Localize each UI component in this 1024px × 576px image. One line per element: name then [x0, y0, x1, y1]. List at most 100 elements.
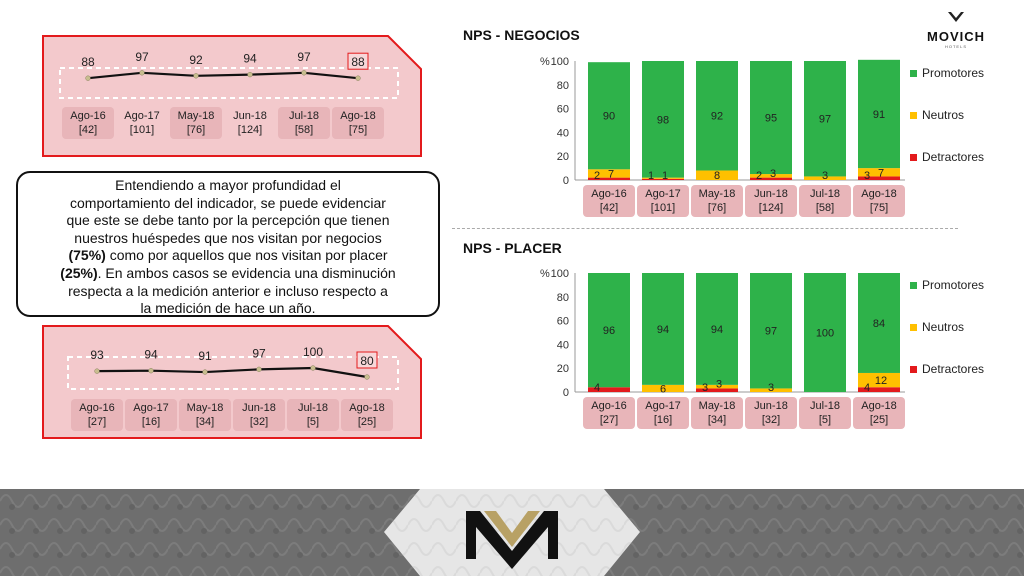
legend-label-promotores: Promotores — [922, 66, 984, 80]
legend-swatch-promotores — [910, 70, 917, 77]
y-tick-label: 80 — [557, 80, 569, 92]
sample-size-label: [42] — [600, 202, 618, 214]
bar-segment-promotores — [588, 273, 630, 388]
trend-value-label: 97 — [252, 346, 266, 360]
bar-segment-promotores — [804, 61, 846, 177]
bar-segment-detractores — [750, 177, 792, 180]
bar-segment-promotores — [804, 273, 846, 392]
bar-value-neutros: 3 — [770, 168, 776, 180]
bar-segment-neutros — [804, 176, 846, 180]
summary-negocios-share: (75%) — [68, 247, 106, 264]
bar-segment-promotores — [642, 273, 684, 385]
bar-segment-promotores — [588, 62, 630, 170]
bar-value-detractores: 2 — [756, 170, 762, 182]
bar-segment-neutros — [858, 372, 900, 388]
bar-value-neutros: 12 — [875, 375, 887, 387]
trend-value-label: 91 — [198, 349, 212, 363]
summary-line-1: Entendiendo a mayor profundidad el — [115, 177, 341, 193]
category-label: Jul-18 — [810, 400, 840, 412]
bar-segment-detractores — [588, 177, 630, 180]
sample-size-label: [124] — [759, 202, 783, 214]
category-label-bg — [170, 107, 222, 139]
summary-line-4: nuestros huéspedes que nos visitan por n… — [74, 229, 382, 246]
category-label-bg — [745, 185, 797, 217]
bar-value-detractores: 1 — [648, 170, 654, 182]
category-label-bg — [799, 185, 851, 217]
trend-value-label: 97 — [297, 50, 311, 64]
bar-value-neutros: 1 — [662, 170, 668, 182]
category-label-bg — [71, 399, 123, 431]
category-label-bg — [637, 397, 689, 429]
category-label: May-18 — [699, 400, 736, 412]
trend-point — [148, 368, 154, 374]
trend-value-label: 97 — [135, 50, 149, 64]
bar-segment-neutros — [588, 169, 630, 178]
y-axis-unit: % — [540, 56, 550, 68]
category-label: Ago-17 — [124, 110, 159, 122]
bar-segment-promotores — [642, 61, 684, 178]
sample-size-label: [58] — [816, 202, 834, 214]
bar-segment-neutros — [642, 177, 684, 179]
trend-value-label: 88 — [351, 55, 365, 69]
bar-value-promotores: 84 — [873, 318, 885, 330]
bar-value-neutros: 7 — [878, 167, 884, 179]
category-label: Ago-16 — [591, 400, 626, 412]
summary-line-7: respecta a la medición anterior e inclus… — [68, 282, 388, 299]
brand-tagline: HOTELS — [944, 44, 967, 49]
bar-segment-promotores — [696, 273, 738, 385]
bar-value-neutros: 3 — [822, 170, 828, 182]
sample-size-label: [75] — [870, 202, 888, 214]
category-label-bg — [341, 399, 393, 431]
y-axis-unit: % — [540, 268, 550, 280]
category-label-bg — [691, 185, 743, 217]
category-label-bg — [332, 107, 384, 139]
y-tick-label: 0 — [563, 387, 569, 399]
category-label-bg — [691, 397, 743, 429]
negocios-trend-panel: 88 Ago-16 [42] 97 Ago-17 [101] 92 May-18 [76] 94 J… — [42, 35, 422, 157]
category-label-bg — [853, 397, 905, 429]
movich-logo: MOVICH HOTELS — [916, 10, 996, 50]
placer-bar-chart: % 0 20 40 60 80 100 4 96 Ago-16 [27] 6 94 Ago-17 [16] 3… — [540, 268, 984, 429]
trend-point — [202, 369, 208, 375]
category-label: Jun-18 — [754, 400, 788, 412]
trend-point — [193, 73, 199, 79]
negocios-chart-title: NPS - NEGOCIOS — [463, 27, 580, 43]
category-label-bg — [583, 397, 635, 429]
brand-name: MOVICH — [927, 29, 985, 44]
y-tick-label: 100 — [551, 268, 569, 280]
bar-segment-detractores — [588, 387, 630, 392]
y-tick-label: 80 — [557, 292, 569, 304]
sample-size-label: [42] — [79, 124, 97, 136]
bar-value-detractores: 2 — [594, 170, 600, 182]
movich-monogram-icon — [948, 12, 964, 22]
bar-value-neutros: 6 — [660, 383, 666, 395]
footer-monogram-icon — [466, 511, 558, 569]
trend-line — [87, 71, 359, 80]
highlight-box — [356, 351, 378, 369]
category-label: Ago-18 — [861, 400, 896, 412]
summary-line-2: comportamiento del indicador, se puede e… — [70, 194, 386, 211]
bar-value-promotores: 90 — [603, 111, 615, 123]
category-label: Jun-18 — [754, 188, 788, 200]
trend-value-label: 94 — [243, 52, 257, 66]
sample-size-label: [76] — [708, 202, 726, 214]
trend-value-label: 93 — [90, 348, 104, 362]
y-tick-label: 20 — [557, 363, 569, 375]
sample-size-label: [27] — [88, 416, 106, 428]
bar-segment-detractores — [858, 176, 900, 180]
bar-segment-neutros — [696, 384, 738, 389]
bar-value-detractores: 3 — [702, 382, 708, 394]
trend-point — [139, 70, 145, 76]
legend-label-promotores: Promotores — [922, 278, 984, 292]
placer-trend-panel: 93 Ago-16 [27] 94 Ago-17 [16] 91 May-18 [34] 97 Ju… — [42, 325, 422, 439]
sample-size-label: [5] — [819, 414, 831, 426]
category-label: Jul-18 — [298, 402, 328, 414]
placer-chart-title: NPS - PLACER — [463, 240, 562, 256]
category-label-bg — [745, 397, 797, 429]
trend-point — [310, 365, 316, 371]
category-label-bg — [179, 399, 231, 431]
bar-value-promotores: 98 — [657, 114, 669, 126]
category-label-bg — [62, 107, 114, 139]
bar-value-promotores: 91 — [873, 109, 885, 121]
footer-band — [0, 489, 1024, 576]
